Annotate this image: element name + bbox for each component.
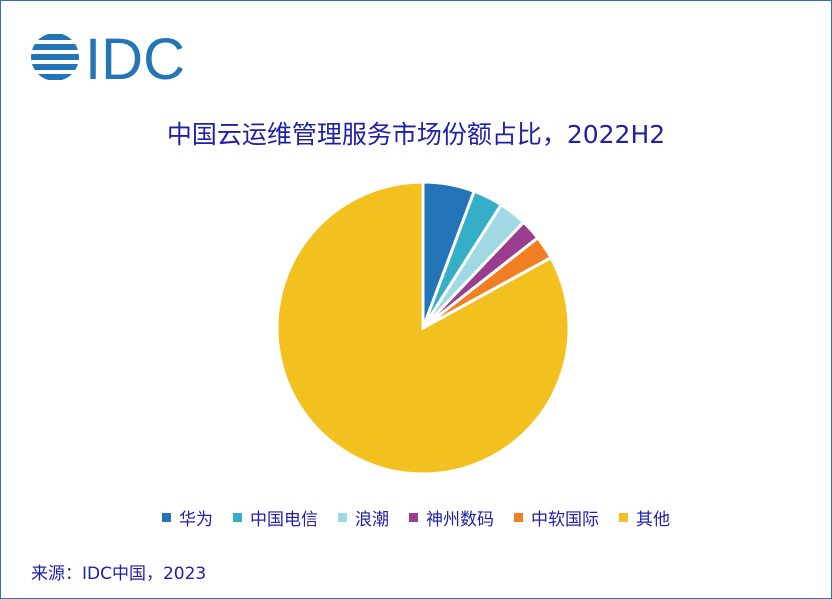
pie-slice-5 [275,180,571,476]
legend-item: 浪潮 [338,505,389,530]
legend-swatch [514,513,523,522]
legend-item: 中软国际 [514,505,599,530]
legend-swatch [162,513,171,522]
legend-item: 中国电信 [233,505,318,530]
legend-label: 神州数码 [426,510,494,530]
svg-text:IDC: IDC [85,31,185,83]
source-note: 来源：IDC中国，2023 [31,564,207,584]
legend-label: 其他 [636,510,670,530]
legend: 华为 中国电信 浪潮 神州数码 中软国际 其他 [1,505,831,530]
legend-item: 其他 [619,505,670,530]
legend-item: 华为 [162,505,213,530]
pie-chart [275,180,571,476]
legend-label: 中软国际 [531,510,599,530]
legend-label: 中国电信 [250,510,318,530]
legend-label: 华为 [179,510,213,530]
legend-swatch [619,513,628,522]
idc-logo: IDC [31,31,185,83]
legend-swatch [233,513,242,522]
chart-title: 中国云运维管理服务市场份额占比，2022H2 [166,120,666,149]
legend-item: 神州数码 [409,505,494,530]
legend-swatch [338,513,347,522]
legend-label: 浪潮 [355,510,389,530]
legend-swatch [409,513,418,522]
